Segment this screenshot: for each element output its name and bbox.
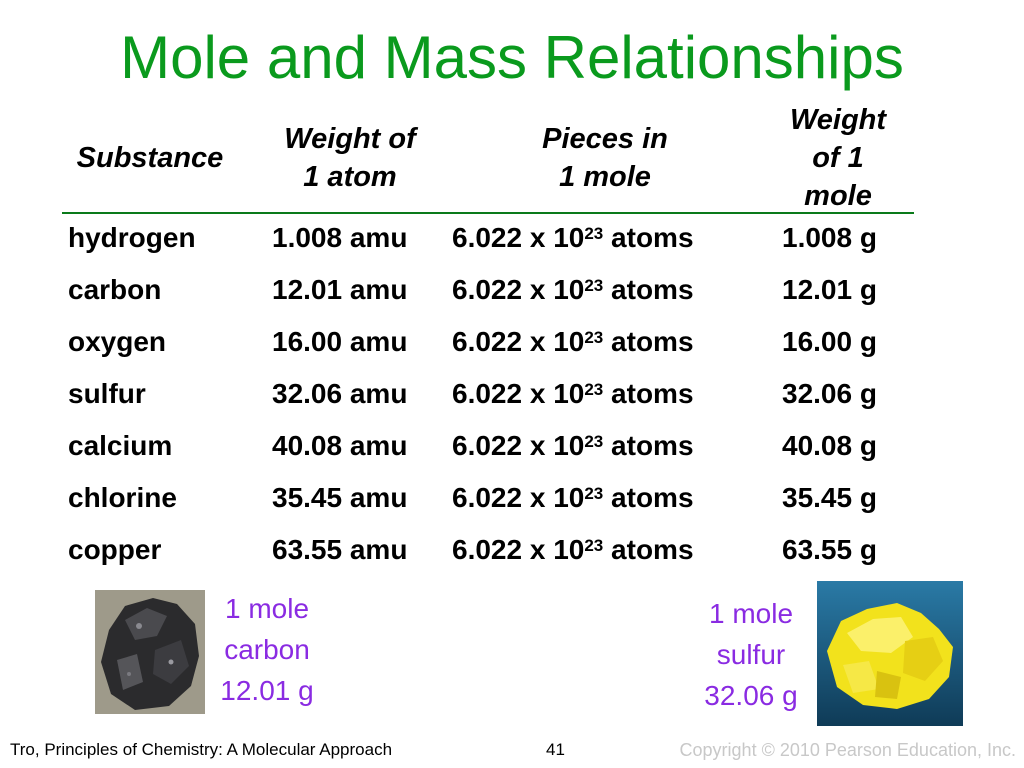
pieces-base: 6.022 x 10 [452,326,585,357]
pieces-exponent: 23 [584,536,604,555]
header-divider [62,212,914,214]
cell-mole-weight: 12.01 g [782,274,877,305]
cell-mole-weight: 63.55 g [782,534,877,565]
sulfur-caption-line2: sulfur [716,639,786,670]
header-pieces-line1: Pieces in [542,123,668,155]
cell-substance: calcium [68,430,173,461]
cell-atom-weight: 40.08 amu [272,430,408,461]
cell-atom-weight: 35.45 amu [272,482,408,513]
carbon-caption-line2: carbon [224,634,310,665]
cell-mole-weight: 32.06 g [782,378,877,409]
pieces-unit: atoms [603,326,694,357]
sulfur-caption-line1: 1 mole [708,598,794,629]
header-weight-mole-line2: of 1 [812,142,864,174]
pieces-unit: atoms [603,482,694,513]
sulfur-sample-image [817,581,963,726]
header-substance-label: Substance [76,142,224,174]
pieces-exponent: 23 [584,380,604,399]
cell-pieces: 6.022 x 1023 atoms [452,221,694,255]
cell-mole-weight: 35.45 g [782,482,877,513]
header-weight-atom-line2: 1 atom [303,161,397,193]
carbon-caption-line1: 1 mole [224,593,310,624]
header-substance: Substance [62,139,238,177]
cell-atom-weight: 16.00 amu [272,326,408,357]
pieces-unit: atoms [603,534,694,565]
pieces-exponent: 23 [584,328,604,347]
cell-pieces: 6.022 x 1023 atoms [452,325,694,359]
pieces-unit: atoms [603,274,694,305]
cell-atom-weight: 12.01 amu [272,274,408,305]
cell-mole-weight: 16.00 g [782,326,877,357]
cell-mole-weight: 1.008 g [782,222,877,253]
header-weight-mole-line3: mole [804,180,872,212]
sulfur-caption-line3: 32.06 g [704,680,798,711]
cell-mole-weight: 40.08 g [782,430,877,461]
cell-substance: hydrogen [68,222,196,253]
pieces-exponent: 23 [584,484,604,503]
cell-substance: oxygen [68,326,167,357]
pieces-unit: atoms [603,430,694,461]
cell-atom-weight: 1.008 amu [272,222,408,253]
pieces-exponent: 23 [584,224,604,243]
pieces-base: 6.022 x 10 [452,378,585,409]
pieces-base: 6.022 x 10 [452,274,585,305]
header-weight-atom-line1: Weight of [284,123,416,155]
cell-pieces: 6.022 x 1023 atoms [452,429,694,463]
copyright-notice: Copyright © 2010 Pearson Education, Inc. [679,740,1016,760]
pieces-exponent: 23 [584,276,604,295]
pieces-unit: atoms [603,378,694,409]
carbon-sample-image [95,590,205,714]
header-weight-mole: Weight of 1 mole [768,101,908,215]
header-weight-mole-line1: Weight [789,104,887,136]
sulfur-caption: 1 mole sulfur 32.06 g [690,593,812,716]
header-pieces: Pieces in 1 mole [505,120,705,196]
cell-atom-weight: 32.06 amu [272,378,408,409]
pieces-base: 6.022 x 10 [452,482,585,513]
cell-substance: chlorine [68,482,177,513]
cell-pieces: 6.022 x 1023 atoms [452,533,694,567]
carbon-caption-line3: 12.01 g [220,675,314,706]
page-title: Mole and Mass Relationships [120,24,904,91]
header-weight-atom: Weight of 1 atom [262,120,438,196]
cell-substance: copper [68,534,162,565]
cell-pieces: 6.022 x 1023 atoms [452,481,694,515]
cell-substance: carbon [68,274,162,305]
pieces-exponent: 23 [584,432,604,451]
pieces-base: 6.022 x 10 [452,222,585,253]
pieces-unit: atoms [603,222,694,253]
cell-atom-weight: 63.55 amu [272,534,408,565]
page-number: 41 [546,740,565,759]
cell-pieces: 6.022 x 1023 atoms [452,377,694,411]
carbon-caption: 1 mole carbon 12.01 g [206,588,328,711]
cell-pieces: 6.022 x 1023 atoms [452,273,694,307]
pieces-base: 6.022 x 10 [452,430,585,461]
cell-substance: sulfur [68,378,146,409]
footer-source: Tro, Principles of Chemistry: A Molecula… [10,740,393,759]
header-pieces-line2: 1 mole [559,161,651,193]
pieces-base: 6.022 x 10 [452,534,585,565]
